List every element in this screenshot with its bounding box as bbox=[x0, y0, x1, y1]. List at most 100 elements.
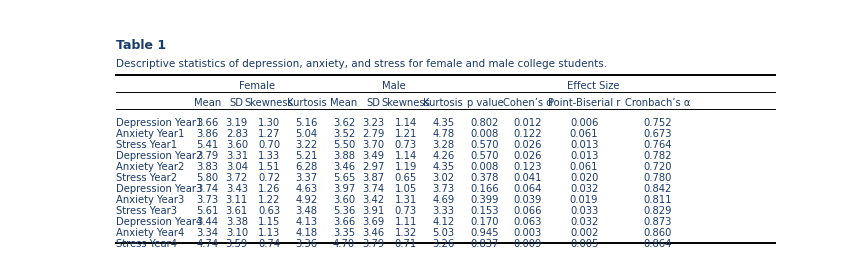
Text: Anxiety Year3: Anxiety Year3 bbox=[116, 195, 184, 205]
Text: 2.97: 2.97 bbox=[362, 162, 385, 172]
Text: 0.003: 0.003 bbox=[514, 228, 541, 238]
Text: Depression Year1: Depression Year1 bbox=[116, 118, 202, 128]
Text: 0.012: 0.012 bbox=[514, 118, 542, 128]
Text: 4.35: 4.35 bbox=[432, 162, 454, 172]
Text: 1.32: 1.32 bbox=[394, 228, 417, 238]
Text: 4.69: 4.69 bbox=[432, 195, 454, 205]
Text: 3.34: 3.34 bbox=[196, 228, 218, 238]
Text: 3.02: 3.02 bbox=[432, 173, 454, 183]
Text: 0.829: 0.829 bbox=[644, 206, 672, 216]
Text: 0.837: 0.837 bbox=[471, 239, 499, 249]
Text: 0.153: 0.153 bbox=[471, 206, 499, 216]
Text: 4.74: 4.74 bbox=[196, 239, 218, 249]
Text: 1.51: 1.51 bbox=[258, 162, 280, 172]
Text: 0.780: 0.780 bbox=[644, 173, 672, 183]
Text: 4.13: 4.13 bbox=[296, 217, 317, 227]
Text: 4.70: 4.70 bbox=[333, 239, 356, 249]
Text: 3.42: 3.42 bbox=[362, 195, 385, 205]
Text: Depression Year2: Depression Year2 bbox=[116, 151, 202, 161]
Text: Stress Year2: Stress Year2 bbox=[116, 173, 177, 183]
Text: Kurtosis: Kurtosis bbox=[424, 98, 463, 108]
Text: 3.66: 3.66 bbox=[196, 118, 219, 128]
Text: 3.60: 3.60 bbox=[226, 140, 248, 150]
Text: 5.65: 5.65 bbox=[333, 173, 356, 183]
Text: 0.72: 0.72 bbox=[258, 173, 280, 183]
Text: 0.570: 0.570 bbox=[471, 140, 499, 150]
Text: Cohen’s d: Cohen’s d bbox=[503, 98, 553, 108]
Text: 3.49: 3.49 bbox=[362, 151, 385, 161]
Text: 3.73: 3.73 bbox=[196, 195, 218, 205]
Text: 0.041: 0.041 bbox=[514, 173, 542, 183]
Text: Effect Size: Effect Size bbox=[567, 81, 619, 91]
Text: 4.35: 4.35 bbox=[432, 118, 454, 128]
Text: 0.752: 0.752 bbox=[644, 118, 672, 128]
Text: 3.23: 3.23 bbox=[362, 118, 385, 128]
Text: 0.064: 0.064 bbox=[514, 184, 542, 194]
Text: 0.63: 0.63 bbox=[258, 206, 280, 216]
Text: Anxiety Year1: Anxiety Year1 bbox=[116, 129, 184, 139]
Text: 0.170: 0.170 bbox=[471, 217, 499, 227]
Text: 5.50: 5.50 bbox=[333, 140, 356, 150]
Text: 3.38: 3.38 bbox=[226, 217, 248, 227]
Text: 3.61: 3.61 bbox=[226, 206, 248, 216]
Text: 5.80: 5.80 bbox=[196, 173, 218, 183]
Text: SD: SD bbox=[367, 98, 381, 108]
Text: 3.62: 3.62 bbox=[333, 118, 356, 128]
Text: Stress Year3: Stress Year3 bbox=[116, 206, 177, 216]
Text: 0.811: 0.811 bbox=[644, 195, 672, 205]
Text: 0.945: 0.945 bbox=[471, 228, 499, 238]
Text: 0.026: 0.026 bbox=[514, 151, 542, 161]
Text: 3.60: 3.60 bbox=[333, 195, 356, 205]
Text: 0.032: 0.032 bbox=[570, 184, 599, 194]
Text: 0.061: 0.061 bbox=[570, 129, 599, 139]
Text: 0.399: 0.399 bbox=[471, 195, 499, 205]
Text: 3.35: 3.35 bbox=[333, 228, 356, 238]
Text: 5.61: 5.61 bbox=[196, 206, 219, 216]
Text: 3.73: 3.73 bbox=[432, 184, 454, 194]
Text: p value: p value bbox=[466, 98, 503, 108]
Text: 5.41: 5.41 bbox=[196, 140, 219, 150]
Text: 0.782: 0.782 bbox=[644, 151, 672, 161]
Text: 3.44: 3.44 bbox=[196, 217, 218, 227]
Text: 4.92: 4.92 bbox=[296, 195, 317, 205]
Text: 0.122: 0.122 bbox=[514, 129, 542, 139]
Text: Anxiety Year2: Anxiety Year2 bbox=[116, 162, 184, 172]
Text: Point-Biserial r: Point-Biserial r bbox=[548, 98, 620, 108]
Text: 1.33: 1.33 bbox=[258, 151, 280, 161]
Text: 0.026: 0.026 bbox=[514, 140, 542, 150]
Text: 3.26: 3.26 bbox=[432, 239, 454, 249]
Text: Kurtosis: Kurtosis bbox=[286, 98, 326, 108]
Text: 5.16: 5.16 bbox=[295, 118, 317, 128]
Text: 3.72: 3.72 bbox=[226, 173, 248, 183]
Text: 1.13: 1.13 bbox=[258, 228, 280, 238]
Text: 3.91: 3.91 bbox=[362, 206, 385, 216]
Text: Stress Year1: Stress Year1 bbox=[116, 140, 177, 150]
Text: 3.66: 3.66 bbox=[333, 217, 356, 227]
Text: 1.22: 1.22 bbox=[258, 195, 280, 205]
Text: 0.013: 0.013 bbox=[570, 151, 599, 161]
Text: 2.83: 2.83 bbox=[226, 129, 248, 139]
Text: 5.36: 5.36 bbox=[333, 206, 356, 216]
Text: 0.020: 0.020 bbox=[570, 173, 599, 183]
Text: 0.061: 0.061 bbox=[570, 162, 599, 172]
Text: 0.73: 0.73 bbox=[394, 140, 417, 150]
Text: 4.12: 4.12 bbox=[432, 217, 454, 227]
Text: 3.28: 3.28 bbox=[432, 140, 454, 150]
Text: 1.19: 1.19 bbox=[394, 162, 417, 172]
Text: 0.74: 0.74 bbox=[258, 239, 280, 249]
Text: Depression Year4: Depression Year4 bbox=[116, 217, 202, 227]
Text: Depression Year3: Depression Year3 bbox=[116, 184, 202, 194]
Text: 0.008: 0.008 bbox=[471, 162, 499, 172]
Text: 5.21: 5.21 bbox=[295, 151, 317, 161]
Text: 3.19: 3.19 bbox=[226, 118, 248, 128]
Text: 1.05: 1.05 bbox=[394, 184, 417, 194]
Text: 0.008: 0.008 bbox=[471, 129, 499, 139]
Text: 3.22: 3.22 bbox=[296, 140, 317, 150]
Text: 1.21: 1.21 bbox=[394, 129, 417, 139]
Text: 3.74: 3.74 bbox=[196, 184, 218, 194]
Text: 3.10: 3.10 bbox=[226, 228, 248, 238]
Text: 3.43: 3.43 bbox=[226, 184, 248, 194]
Text: 3.59: 3.59 bbox=[226, 239, 248, 249]
Text: 0.720: 0.720 bbox=[644, 162, 672, 172]
Text: 0.063: 0.063 bbox=[514, 217, 542, 227]
